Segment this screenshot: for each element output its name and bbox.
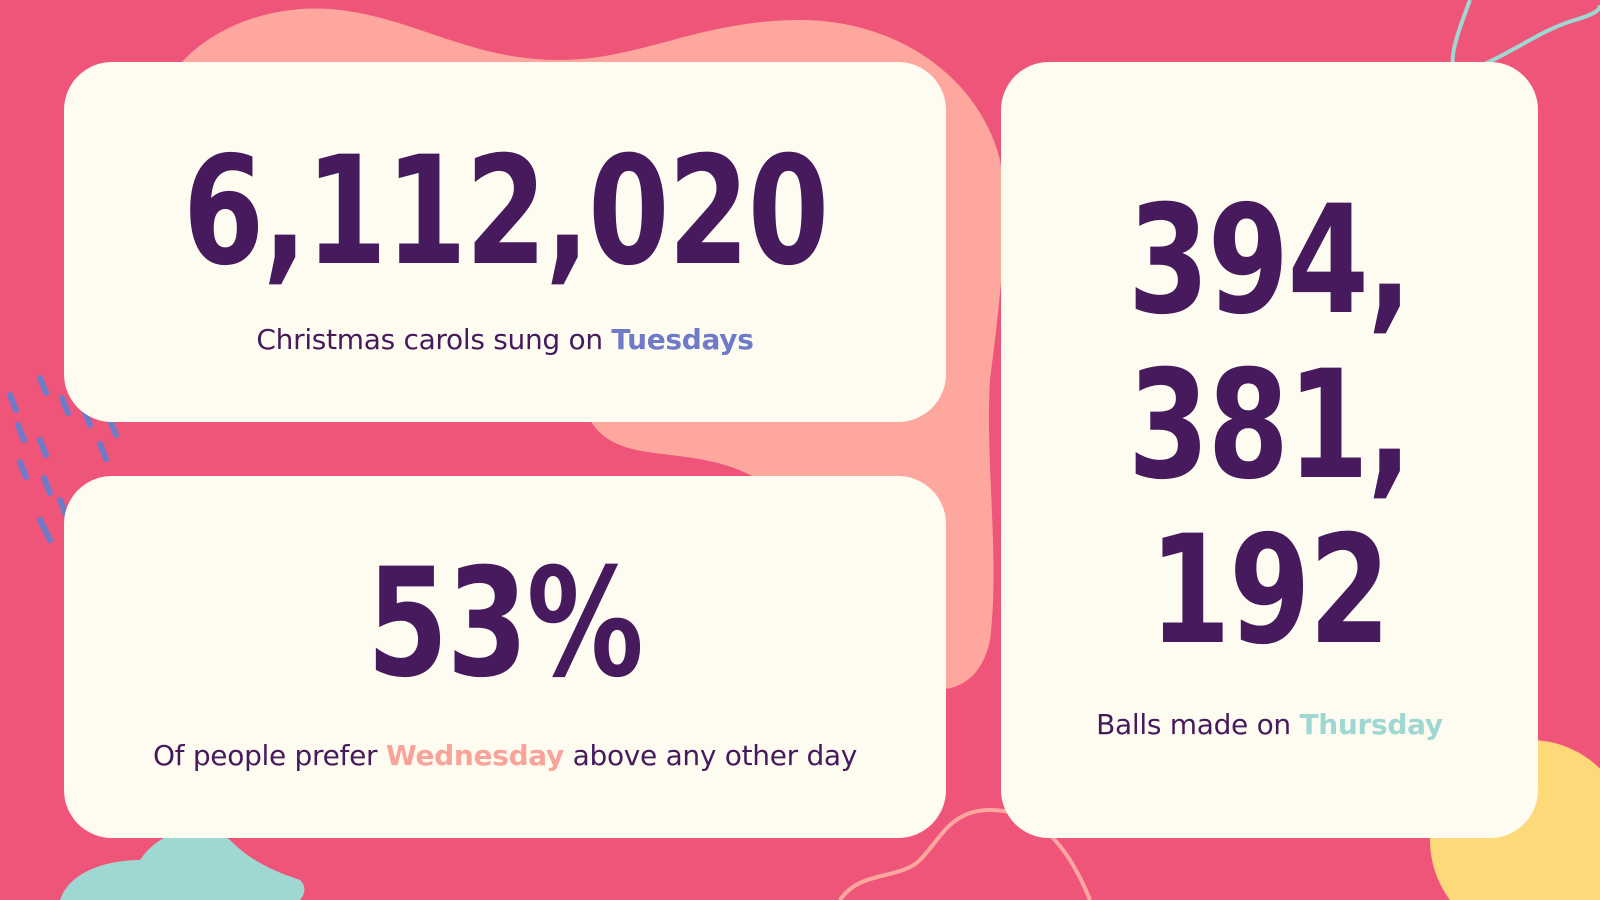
- stat-value: 6,112,020: [182, 124, 829, 299]
- peach-squiggle: [838, 807, 1092, 900]
- caption-text: Christmas carols sung on: [256, 322, 603, 356]
- stat-value-line: 394,: [1128, 174, 1412, 348]
- caption-highlight-tuesdays: Tuesdays: [611, 322, 754, 356]
- stat-card-tuesday-carols: 6,112,020 Christmas carols sung on Tuesd…: [64, 62, 946, 422]
- caption-text: Of people prefer: [152, 738, 378, 772]
- stat-value-line: 192: [1149, 504, 1391, 678]
- stat-value: 53%: [367, 536, 644, 711]
- stat-caption: Balls made on Thursday: [1096, 708, 1443, 741]
- caption-highlight-wednesday: Wednesday: [385, 738, 564, 772]
- caption-highlight-thursday: Thursday: [1299, 708, 1443, 741]
- stat-value: 394, 381, 192: [1128, 174, 1412, 678]
- caption-text: Balls made on: [1096, 708, 1291, 741]
- stat-value-line: 381,: [1128, 339, 1412, 513]
- blue-dash-pattern: [7, 375, 119, 543]
- stat-card-wednesday-preference: 53% Of people prefer Wednesday above any…: [64, 476, 946, 838]
- caption-text-after: above any other day: [572, 738, 858, 772]
- stat-caption: Christmas carols sung on Tuesdays: [256, 323, 753, 356]
- stat-card-thursday-balls: 394, 381, 192 Balls made on Thursday: [1001, 62, 1538, 838]
- stat-caption: Of people prefer Wednesday above any oth…: [153, 739, 857, 772]
- teal-blob: [60, 829, 305, 900]
- teal-squiggle: [1450, 0, 1600, 74]
